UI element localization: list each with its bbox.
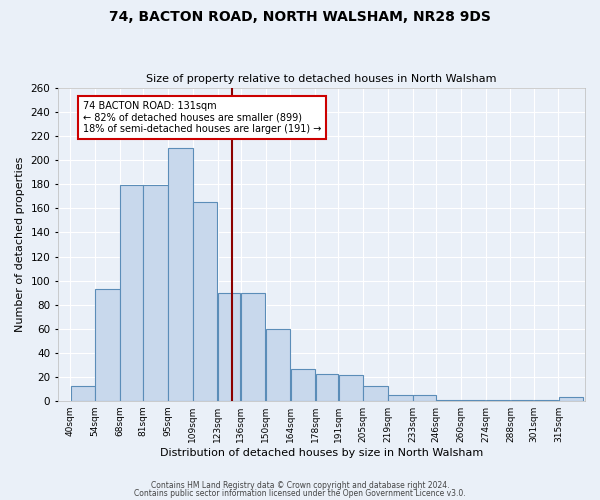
Bar — [461, 400, 485, 402]
Bar — [436, 400, 461, 402]
Bar — [559, 396, 583, 402]
Bar — [388, 396, 413, 402]
Text: Contains HM Land Registry data © Crown copyright and database right 2024.: Contains HM Land Registry data © Crown c… — [151, 481, 449, 490]
Bar — [413, 396, 436, 402]
Bar — [486, 400, 510, 402]
Bar — [241, 293, 265, 402]
Text: Contains public sector information licensed under the Open Government Licence v3: Contains public sector information licen… — [134, 488, 466, 498]
Text: 74, BACTON ROAD, NORTH WALSHAM, NR28 9DS: 74, BACTON ROAD, NORTH WALSHAM, NR28 9DS — [109, 10, 491, 24]
Bar — [534, 400, 558, 402]
Bar — [95, 289, 120, 402]
Bar — [316, 374, 338, 402]
X-axis label: Distribution of detached houses by size in North Walsham: Distribution of detached houses by size … — [160, 448, 483, 458]
Bar — [121, 186, 143, 402]
Bar — [290, 369, 315, 402]
Bar — [511, 400, 533, 402]
Bar — [338, 375, 363, 402]
Bar — [71, 386, 95, 402]
Bar — [193, 202, 217, 402]
Bar — [168, 148, 193, 402]
Title: Size of property relative to detached houses in North Walsham: Size of property relative to detached ho… — [146, 74, 497, 84]
Bar — [143, 186, 168, 402]
Y-axis label: Number of detached properties: Number of detached properties — [15, 157, 25, 332]
Bar — [364, 386, 388, 402]
Bar — [266, 329, 290, 402]
Text: 74 BACTON ROAD: 131sqm
← 82% of detached houses are smaller (899)
18% of semi-de: 74 BACTON ROAD: 131sqm ← 82% of detached… — [83, 101, 321, 134]
Bar — [218, 293, 241, 402]
